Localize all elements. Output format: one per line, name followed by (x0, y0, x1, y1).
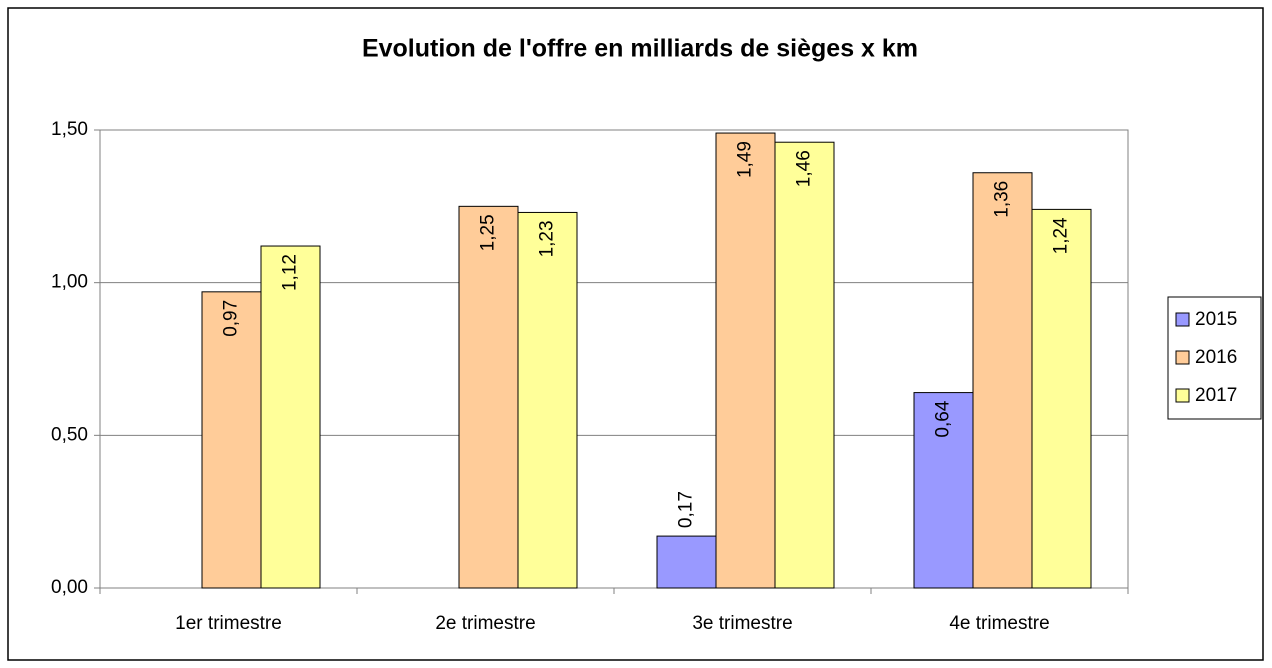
value-label: 0,64 (933, 400, 954, 437)
bar (458, 205, 519, 589)
bar (972, 172, 1033, 589)
value-label: 1,12 (280, 254, 301, 291)
value-label: 1,23 (537, 220, 558, 257)
value-label: 0,97 (221, 300, 242, 337)
y-tick-label: 1,00 (51, 272, 88, 293)
bar (201, 291, 262, 589)
bar (260, 245, 321, 589)
value-label: 1,25 (478, 214, 499, 251)
bar (715, 132, 776, 589)
legend-label: 2017 (1195, 385, 1237, 406)
x-tick-label: 2e trimestre (435, 613, 535, 634)
y-tick-label: 1,50 (51, 119, 88, 140)
x-tick-label: 1er trimestre (175, 613, 282, 634)
chart-title: Evolution de l'offre en milliards de siè… (362, 35, 918, 63)
x-tick-label: 4e trimestre (949, 613, 1049, 634)
y-tick-label: 0,50 (51, 424, 88, 445)
bar (517, 211, 578, 589)
value-label: 1,49 (735, 141, 756, 178)
value-label: 1,36 (992, 181, 1013, 218)
legend-swatch (1175, 388, 1190, 403)
bar (913, 392, 974, 589)
value-label: 1,46 (794, 150, 815, 187)
value-label: 0,17 (676, 491, 697, 528)
y-tick-label: 0,00 (51, 577, 88, 598)
legend-swatch (1175, 312, 1190, 327)
bar (774, 141, 835, 589)
bar (1031, 208, 1092, 589)
legend-label: 2015 (1195, 309, 1237, 330)
value-label: 1,24 (1051, 217, 1072, 254)
bar (656, 535, 717, 589)
legend-label: 2016 (1195, 347, 1237, 368)
x-tick-label: 3e trimestre (692, 613, 792, 634)
legend-swatch (1175, 350, 1190, 365)
